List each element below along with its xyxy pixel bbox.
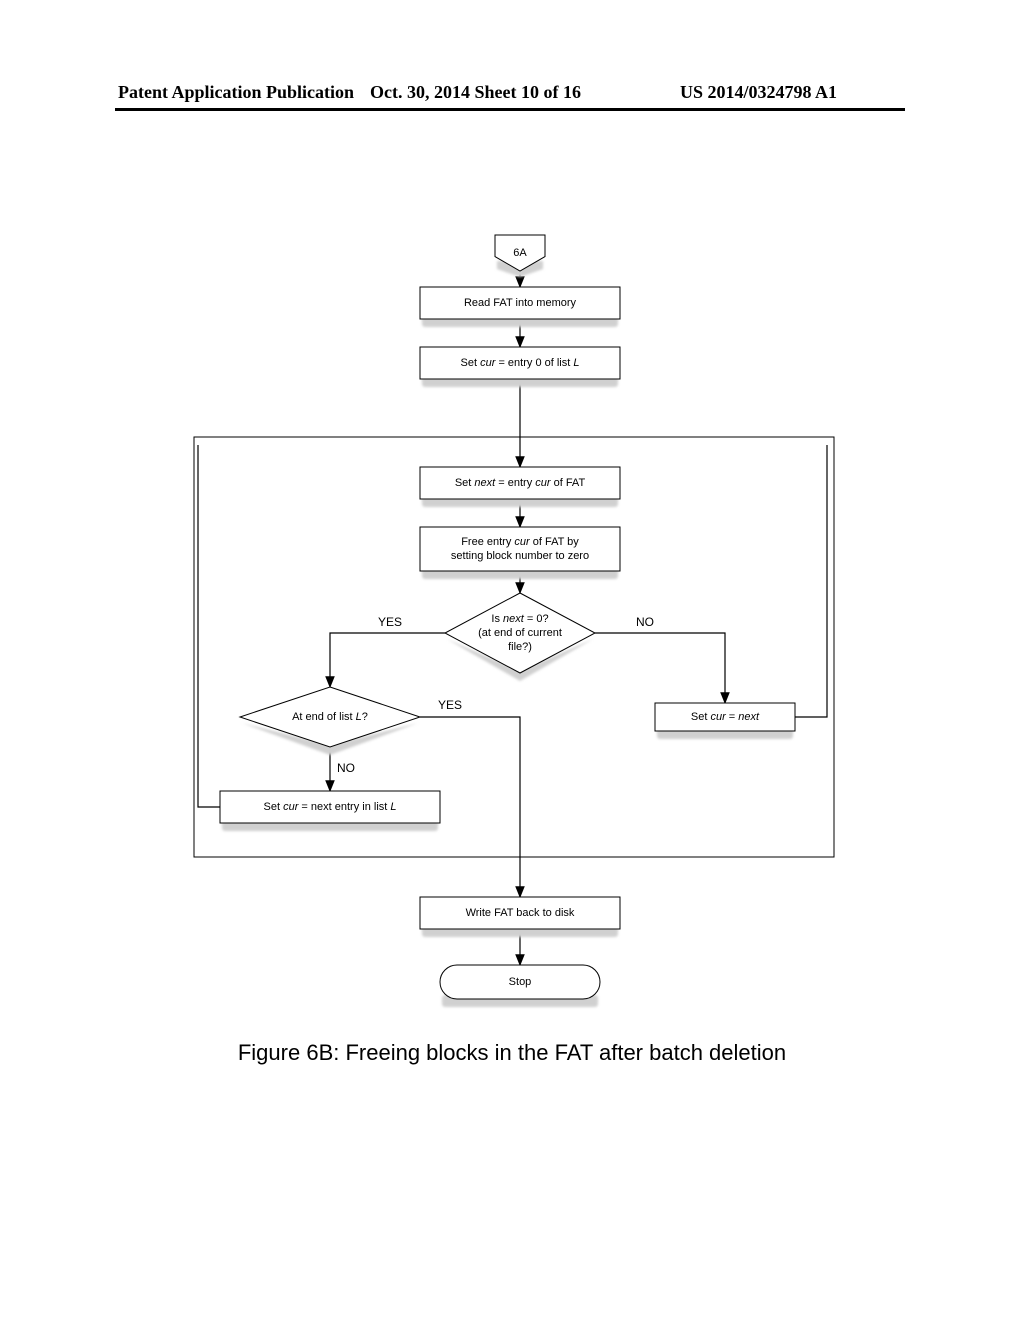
flowchart: 6A Read FAT into memory Set cur = entry 0 … <box>110 180 910 1080</box>
svg-text:Set cur = entry 0 of list L: Set cur = entry 0 of list L <box>461 357 580 369</box>
svg-text:Set next = entry cur of FAT: Set next = entry cur of FAT <box>455 477 586 489</box>
header-center: Oct. 30, 2014 Sheet 10 of 16 <box>370 82 581 103</box>
svg-text:setting block number to zero: setting block number to zero <box>451 550 589 562</box>
header-right: US 2014/0324798 A1 <box>680 82 837 103</box>
svg-text:At end of list L?: At end of list L? <box>292 711 368 723</box>
page: Patent Application Publication Oct. 30, … <box>0 0 1024 1320</box>
svg-text:Read FAT into memory: Read FAT into memory <box>464 297 577 309</box>
svg-text:NO: NO <box>337 761 355 775</box>
svg-text:Write FAT back to disk: Write FAT back to disk <box>466 907 575 919</box>
svg-text:YES: YES <box>378 615 402 629</box>
svg-text:Free entry cur of FAT by: Free entry cur of FAT by <box>461 536 579 548</box>
header-divider <box>115 108 905 111</box>
svg-text:Stop: Stop <box>509 976 532 988</box>
svg-text:(at end of current: (at end of current <box>478 627 562 639</box>
svg-text:file?): file?) <box>508 641 532 653</box>
svg-text:Is next = 0?: Is next = 0? <box>491 613 548 625</box>
svg-text:Set cur = next: Set cur = next <box>691 711 760 723</box>
svg-text:Set cur = next entry in list L: Set cur = next entry in list L <box>264 801 397 813</box>
svg-text:NO: NO <box>636 615 654 629</box>
header-left: Patent Application Publication <box>118 82 354 103</box>
svg-text:6A: 6A <box>513 247 527 259</box>
figure-caption: Figure 6B: Freeing blocks in the FAT aft… <box>0 1040 1024 1066</box>
svg-text:YES: YES <box>438 698 462 712</box>
